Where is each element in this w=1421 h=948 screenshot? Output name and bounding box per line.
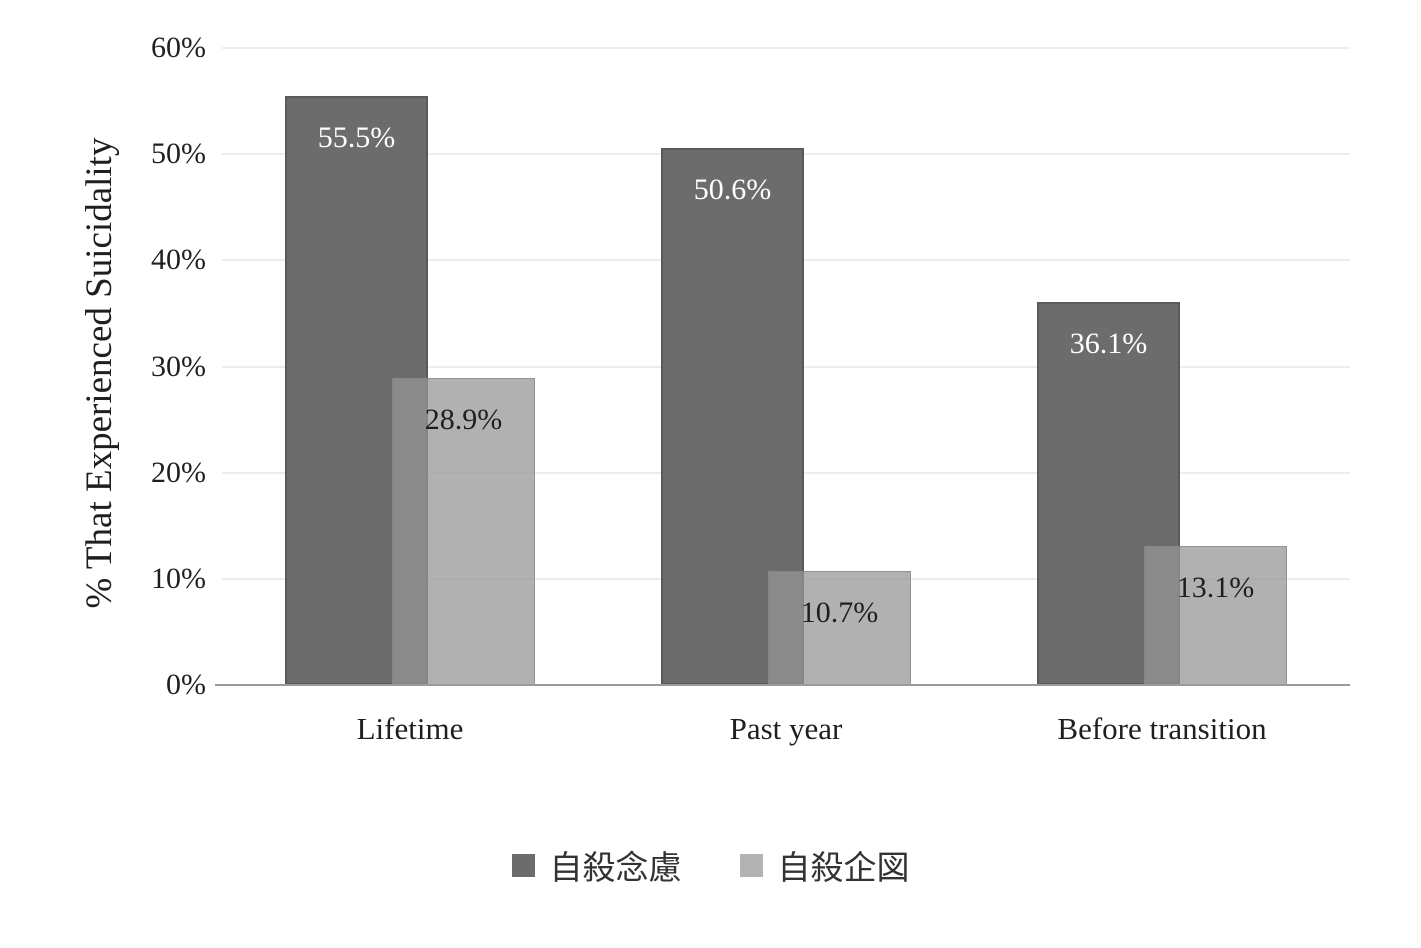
legend-swatch-1 [511,853,535,877]
bar-value-label: 13.1% [1176,570,1255,604]
y-tick-label-30: 30% [151,349,206,383]
bar-value-label: 10.7% [800,596,879,630]
plot-area: 55.5% 28.9% 50.6% 10.7% 36.1% 13.1% [215,47,1350,686]
bar-value-label: 55.5% [317,120,396,154]
legend-item-1: 自殺念慮 [511,841,682,889]
y-tick-label-40: 40% [151,243,206,277]
legend-label-2: 自殺企図 [777,848,910,887]
legend-label-1: 自殺念慮 [549,848,682,887]
bar-series2-lifetime [392,378,535,685]
y-tick-label-10: 10% [151,561,206,595]
x-category-label-before-transition: Before transition [1057,711,1267,746]
legend: 自殺念慮 自殺企図 [0,841,1421,889]
gridline-60 [222,47,1350,49]
bar-series2-past-year [768,571,911,685]
y-tick-label-20: 20% [151,455,206,489]
y-tick-label-0: 0% [166,668,206,701]
legend-swatch-2 [739,853,763,877]
bar-value-label: 36.1% [1069,326,1148,360]
bar-series2-before-transition [1144,545,1287,685]
y-tick-label-60: 60% [151,31,206,64]
y-tick-label-50: 50% [151,137,206,171]
bar-value-label: 50.6% [693,172,772,206]
x-category-label-lifetime: Lifetime [356,711,464,746]
legend-item-2: 自殺企図 [739,841,910,889]
x-axis-line [215,684,1350,686]
x-category-label-past-year: Past year [729,711,843,746]
bar-value-label: 28.9% [424,403,503,437]
